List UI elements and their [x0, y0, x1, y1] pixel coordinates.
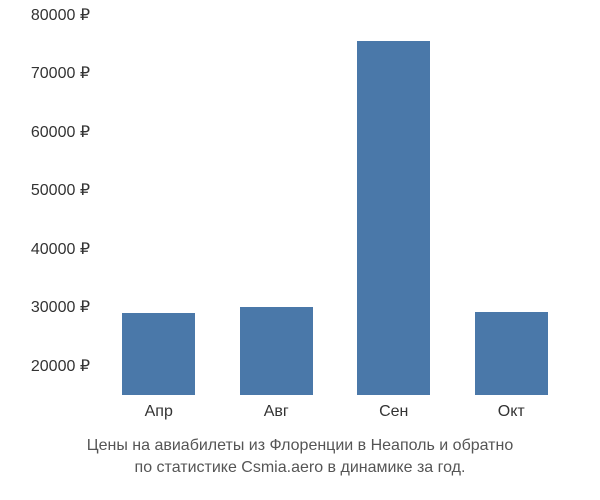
x-tick-label: Апр: [145, 395, 173, 421]
y-tick-label: 70000 ₽: [31, 63, 100, 83]
bar: [357, 41, 430, 395]
y-tick-label: 40000 ₽: [31, 239, 100, 259]
y-tick-label: 50000 ₽: [31, 180, 100, 200]
bar: [475, 312, 548, 395]
y-tick-label: 80000 ₽: [31, 5, 100, 25]
y-tick-label: 20000 ₽: [31, 356, 100, 376]
price-chart: 20000 ₽ 30000 ₽ 40000 ₽ 50000 ₽ 60000 ₽ 70000…: [0, 0, 600, 500]
caption-line-2: по статистике Csmia.aero в динамике за г…: [0, 457, 600, 479]
bar: [122, 313, 195, 395]
y-tick-label: 30000 ₽: [31, 297, 100, 317]
x-tick-label: Авг: [264, 395, 289, 421]
bar: [240, 307, 313, 395]
x-tick-label: Сен: [379, 395, 408, 421]
y-tick-label: 60000 ₽: [31, 122, 100, 142]
chart-caption: Цены на авиабилеты из Флоренции в Неапол…: [0, 435, 600, 480]
plot-area: 20000 ₽30000 ₽40000 ₽50000 ₽60000 ₽70000…: [100, 15, 570, 395]
x-tick-label: Окт: [498, 395, 525, 421]
caption-line-1: Цены на авиабилеты из Флоренции в Неапол…: [0, 435, 600, 457]
